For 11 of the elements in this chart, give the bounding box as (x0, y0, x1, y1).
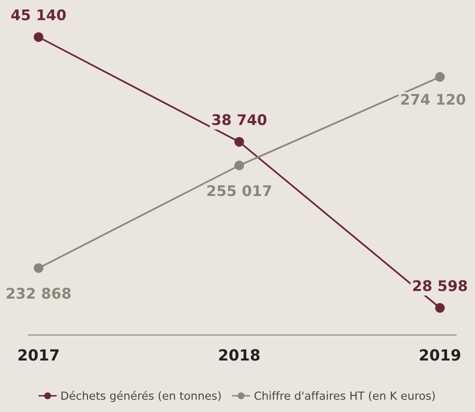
data-label: 38 740 (212, 114, 266, 126)
x-tick-label: 2018 (219, 349, 260, 361)
data-label: 232 868 (6, 288, 71, 299)
data-label: 274 120 (401, 94, 466, 105)
x-tick-label: 2019 (420, 349, 460, 361)
x-tick-label: 2017 (18, 349, 59, 361)
data-label: 255 017 (207, 185, 272, 196)
legend-label: Chiffre d'affaires HT (en K euros) (254, 391, 435, 402)
data-label: 28 598 (413, 280, 467, 292)
data-label: 45 140 (11, 9, 66, 20)
legend-label: Déchets générés (en tonnes) (61, 390, 221, 402)
